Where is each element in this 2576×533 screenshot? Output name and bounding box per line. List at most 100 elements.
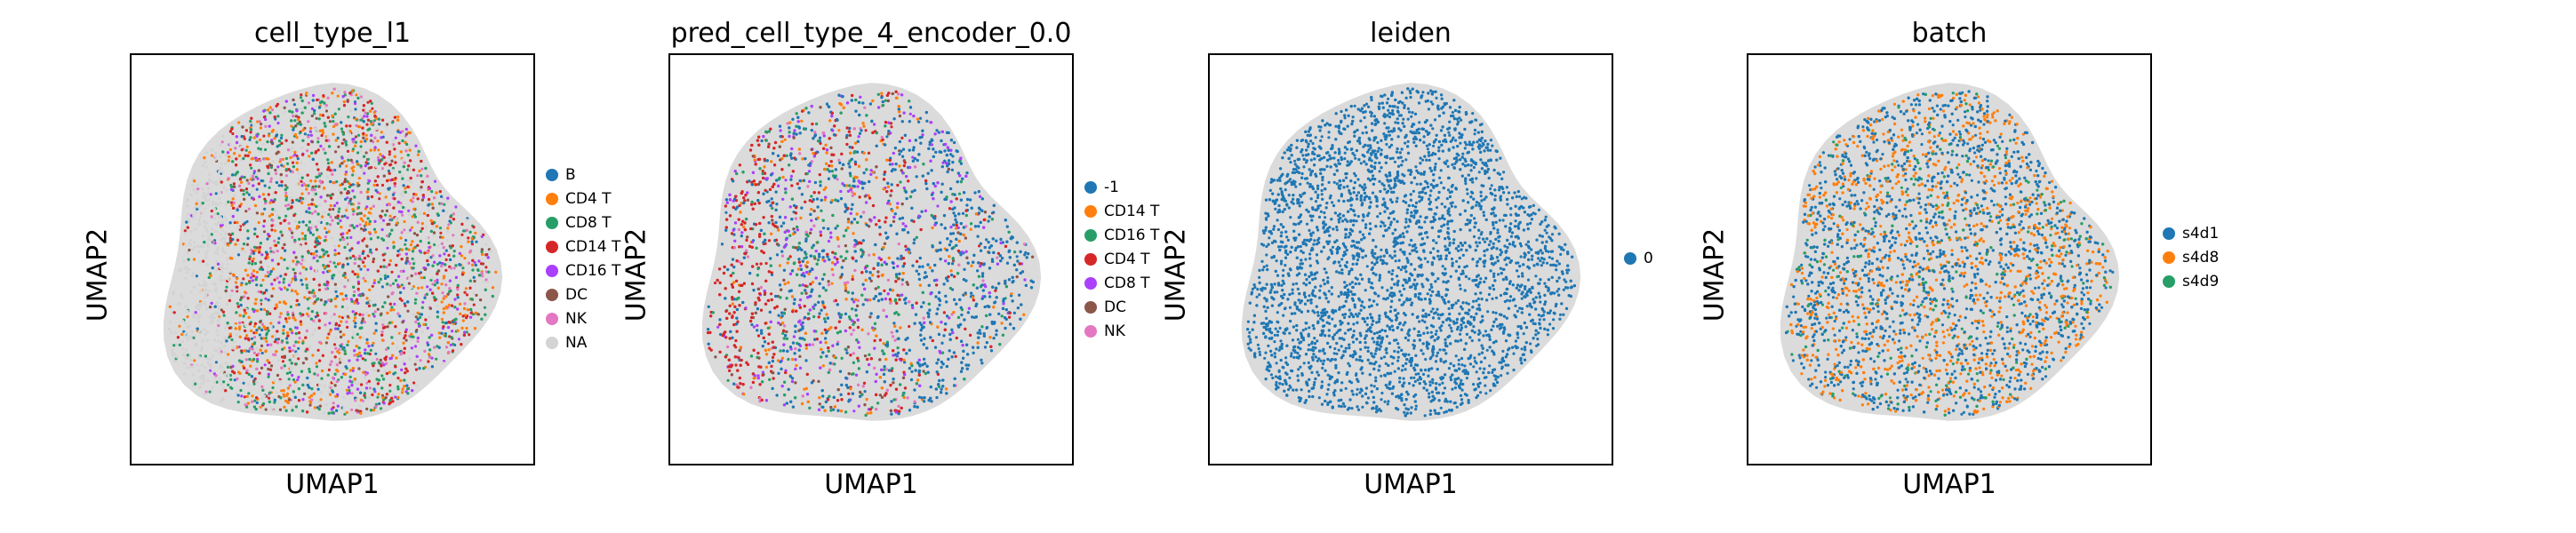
scatter-point: [225, 266, 228, 270]
scatter-point: [205, 330, 210, 333]
scatter-point: [408, 148, 412, 152]
scatter-point: [204, 251, 208, 255]
scatter-point: [196, 343, 199, 346]
scatter-point: [391, 193, 396, 196]
scatter-point: [351, 270, 355, 274]
scatter-point: [227, 200, 230, 203]
scatter-point: [246, 229, 250, 233]
scatter-point: [228, 270, 232, 274]
scatter-point: [278, 408, 283, 411]
scatter-point: [350, 224, 354, 227]
scatter-point: [340, 215, 344, 219]
scatter-point: [323, 122, 326, 125]
scatter-point: [442, 311, 445, 314]
scatter-point: [355, 338, 358, 342]
scatter-point: [312, 194, 316, 197]
scatter-point: [195, 305, 198, 308]
scatter-point: [428, 288, 432, 291]
scatter-point: [336, 205, 340, 209]
scatter-point: [306, 376, 309, 380]
scatter-point: [371, 107, 374, 110]
scatter-point: [445, 238, 449, 242]
scatter-point: [468, 250, 472, 253]
scatter-point: [371, 358, 374, 362]
scatter-point: [391, 143, 395, 147]
scatter-point: [297, 115, 300, 119]
scatter-point: [276, 330, 279, 333]
scatter-point: [406, 231, 410, 235]
scatter-point: [365, 338, 369, 341]
scatter-point: [237, 359, 242, 362]
scatter-point: [364, 164, 367, 168]
scatter-point: [254, 278, 258, 282]
scatter-point: [366, 181, 370, 185]
scatter-point: [320, 133, 324, 138]
scatter-point: [356, 358, 359, 362]
scatter-point: [276, 359, 280, 362]
scatter-point: [295, 161, 299, 164]
scatter-point: [348, 202, 351, 205]
scatter-point: [385, 234, 389, 237]
scatter-point: [379, 273, 382, 276]
scatter-point: [235, 171, 238, 175]
scatter-point: [448, 287, 452, 290]
scatter-point: [346, 130, 350, 133]
scatter-point: [313, 108, 316, 113]
scatter-point: [374, 230, 378, 234]
scatter-point: [413, 259, 417, 263]
scatter-point: [298, 337, 301, 340]
scatter-point: [194, 187, 197, 191]
scatter-point: [220, 279, 223, 282]
scatter-point: [228, 373, 232, 378]
scatter-point: [357, 202, 361, 205]
scatter-point: [373, 115, 377, 118]
scatter-point: [212, 312, 215, 315]
scatter-point: [461, 314, 465, 318]
scatter-point: [349, 158, 353, 162]
scatter-point: [441, 262, 444, 266]
scatter-point: [235, 135, 238, 139]
scatter-point: [373, 219, 377, 223]
scatter-point: [418, 169, 421, 173]
scatter-point: [358, 313, 362, 316]
scatter-point: [448, 279, 452, 282]
scatter-point: [277, 143, 281, 147]
scatter-point: [266, 291, 269, 295]
scatter-point: [360, 118, 364, 122]
scatter-point: [199, 290, 203, 293]
scatter-point: [201, 245, 205, 249]
scatter-point: [236, 305, 240, 308]
scatter-point: [228, 332, 232, 336]
scatter-point: [262, 225, 266, 228]
scatter-point: [286, 148, 291, 152]
scatter-point: [172, 290, 176, 294]
scatter-point: [316, 314, 320, 317]
scatter-point: [170, 330, 173, 334]
scatter-point: [305, 289, 308, 292]
scatter-point: [380, 364, 383, 368]
scatter-point: [329, 215, 332, 219]
scatter-point: [405, 142, 409, 147]
scatter-point: [358, 92, 362, 96]
scatter-point: [196, 223, 200, 227]
scatter-point: [437, 331, 441, 335]
scatter-point: [276, 373, 280, 378]
scatter-point: [424, 166, 428, 171]
scatter-point: [288, 358, 292, 362]
scatter-point: [332, 313, 336, 316]
scatter-point: [462, 229, 466, 233]
scatter-point: [459, 312, 462, 315]
scatter-point: [245, 334, 249, 338]
scatter-point: [219, 166, 222, 170]
scatter-point: [388, 163, 392, 167]
scatter-point: [315, 236, 318, 240]
scatter-point: [333, 384, 337, 387]
scatter-point: [249, 364, 252, 368]
scatter-point: [232, 340, 236, 344]
scatter-point: [284, 249, 287, 252]
scatter-point: [269, 250, 273, 253]
scatter-point: [264, 297, 268, 300]
scatter-point: [269, 368, 273, 371]
scatter-point: [430, 190, 434, 194]
scatter-point: [412, 247, 415, 251]
